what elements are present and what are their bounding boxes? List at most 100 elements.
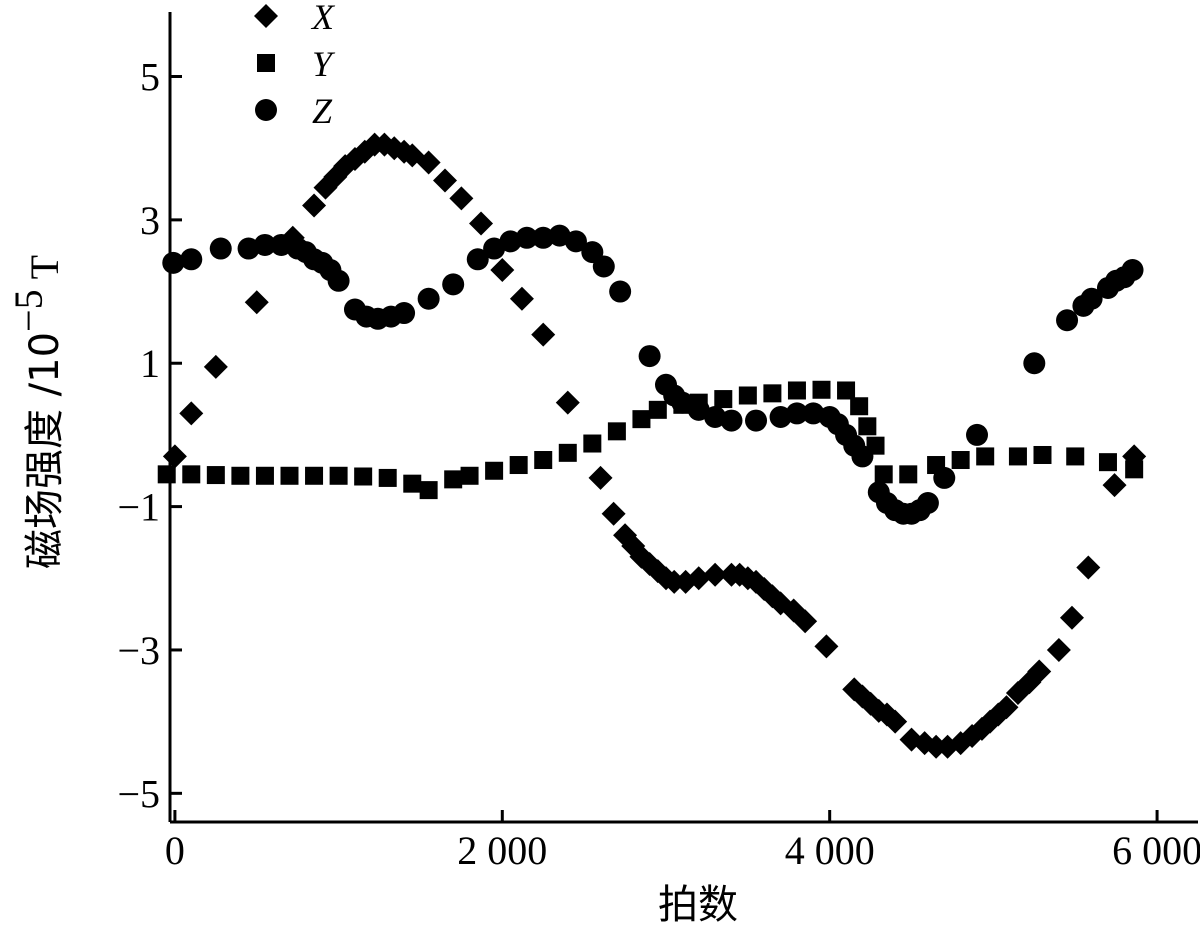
data-point-z	[802, 402, 825, 425]
data-point-y	[837, 381, 856, 400]
data-point-z	[327, 269, 350, 292]
legend-item-z: Z	[255, 91, 333, 131]
data-point-z	[237, 237, 260, 260]
data-point-x	[1102, 473, 1127, 498]
data-point-y	[485, 461, 504, 480]
data-point-y	[558, 443, 577, 462]
data-point-y	[583, 434, 602, 453]
y-tick-label: −5	[117, 771, 160, 816]
data-point-y	[607, 422, 626, 441]
data-point-z	[253, 233, 276, 256]
legend-marker-y	[257, 54, 275, 72]
data-point-y	[305, 466, 324, 485]
data-point-y	[1033, 445, 1052, 464]
data-point-x	[1046, 637, 1071, 662]
data-point-z	[532, 226, 555, 249]
data-point-y	[951, 451, 970, 470]
legend-item-x: X	[254, 0, 336, 37]
data-point-x	[433, 168, 458, 193]
data-point-y	[1066, 447, 1085, 466]
data-point-x	[449, 186, 474, 211]
data-point-x	[686, 566, 711, 591]
data-point-z	[609, 280, 632, 303]
data-point-z	[1056, 309, 1079, 332]
data-point-x	[814, 634, 839, 659]
data-point-x	[416, 150, 441, 175]
data-point-y	[1098, 453, 1117, 472]
data-point-x	[555, 390, 580, 415]
data-point-x	[1076, 555, 1101, 580]
data-point-x	[1027, 659, 1052, 684]
data-point-y	[509, 456, 528, 475]
data-point-z	[638, 345, 661, 368]
data-point-y	[157, 465, 176, 484]
x-axis-title: 拍数	[658, 882, 738, 928]
data-point-x	[994, 695, 1019, 720]
data-point-z	[769, 406, 792, 428]
data-point-z	[499, 230, 522, 253]
x-tick-label: 0	[165, 828, 185, 873]
data-point-y	[899, 465, 918, 484]
y-tick-label: 1	[140, 341, 160, 386]
data-point-x	[469, 211, 494, 236]
data-point-x	[244, 290, 269, 315]
data-point-y	[812, 380, 831, 399]
data-point-x	[179, 401, 204, 426]
data-point-x	[883, 709, 908, 734]
svg-text:磁场强度 /10−5T: 磁场强度 /10−5 T	[6, 255, 68, 569]
data-point-x	[162, 444, 187, 469]
data-point-z	[1023, 352, 1046, 375]
x-tick-label: 4 000	[785, 828, 875, 873]
series-y	[157, 380, 1144, 500]
data-point-y	[1008, 447, 1027, 466]
data-point-z	[1121, 259, 1144, 282]
ticks: 5 3 1 −1 −3 −50 2 000 4 000 6 000	[117, 55, 1200, 873]
data-point-z	[933, 466, 956, 489]
y-axis-title-unit: T	[22, 255, 67, 279]
data-point-y	[534, 451, 553, 470]
data-point-y	[419, 481, 438, 500]
data-point-y	[378, 468, 397, 487]
data-point-y	[231, 466, 250, 485]
data-point-x	[509, 286, 534, 311]
x-tick-label: 6 000	[1112, 828, 1200, 873]
data-point-x	[703, 562, 728, 587]
data-point-z	[745, 409, 768, 432]
data-point-x	[1059, 605, 1084, 630]
y-tick-label: −3	[117, 628, 160, 673]
data-point-y	[648, 400, 667, 419]
data-point-y	[280, 466, 299, 485]
data-point-z	[515, 226, 538, 249]
legend-marker-z	[255, 99, 277, 121]
data-point-y	[976, 447, 995, 466]
data-point-y	[444, 470, 463, 489]
data-point-y	[1125, 460, 1144, 479]
data-point-z	[720, 409, 743, 432]
data-point-z	[1080, 287, 1103, 310]
data-point-y	[255, 466, 274, 485]
y-tick-label: −1	[117, 485, 160, 530]
data-point-x	[531, 322, 556, 347]
y-axis-title: 磁场强度 /10−5 T	[6, 255, 68, 569]
data-point-z	[916, 492, 939, 515]
series-x	[162, 132, 1147, 759]
data-point-x	[588, 465, 613, 490]
data-point-y	[403, 474, 422, 493]
data-point-y	[714, 390, 733, 409]
data-point-z	[592, 255, 615, 278]
data-point-z	[270, 233, 293, 256]
data-point-z	[180, 248, 203, 271]
data-point-z	[785, 402, 808, 425]
data-point-y	[763, 384, 782, 403]
data-point-z	[417, 287, 440, 310]
data-points	[157, 132, 1147, 759]
x-tick-label: 2 000	[457, 828, 547, 873]
data-point-y	[850, 397, 869, 416]
series-z	[162, 224, 1144, 525]
legend-marker-x	[254, 4, 278, 28]
data-point-z	[209, 237, 232, 260]
data-point-y	[354, 467, 373, 486]
data-point-y	[738, 386, 757, 405]
legend-label-y: Y	[312, 44, 336, 84]
